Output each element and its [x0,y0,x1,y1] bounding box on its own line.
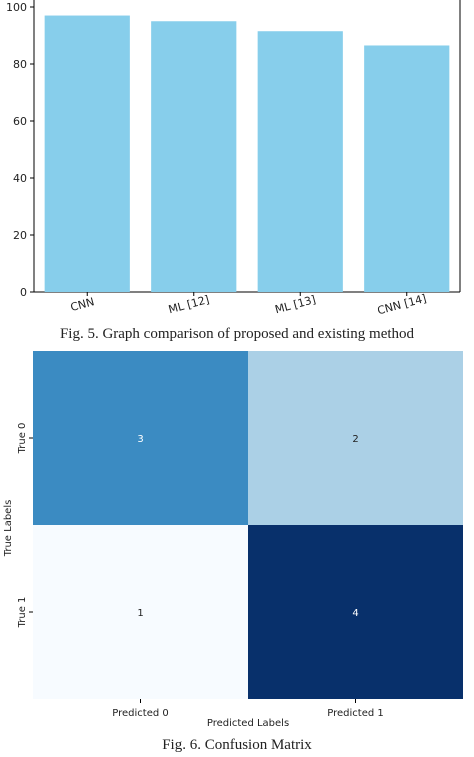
y-tick-label: True 1 [17,597,28,629]
x-tick-label: ML [13] [274,293,318,316]
y-tick-label: 60 [13,115,27,128]
heatmap-cell [33,525,248,699]
y-tick-label: 40 [13,172,27,185]
cell-value: 4 [352,608,358,619]
bar [257,31,343,292]
x-axis-label: Predicted Labels [207,718,289,729]
x-tick-label: CNN [69,295,96,314]
y-tick-label: 0 [20,286,27,299]
bar-chart: 0 20 40 60 80 100 CNN ML [12] ML [13] CNN [14] [6,0,461,318]
x-tick-label: ML [12] [167,293,211,316]
y-axis-label: True Labels [3,500,14,558]
heatmap-cell [33,351,248,525]
cell-value: 3 [137,434,143,445]
y-tick-label: 80 [13,58,27,71]
bar [151,21,237,292]
x-tick-label: CNN [14] [376,292,428,318]
cell-value: 1 [137,608,143,619]
y-tick-label: True 0 [17,423,28,455]
figure-6-caption: Fig. 6. Confusion Matrix [162,737,312,753]
y-tick-label: 100 [6,1,27,14]
heatmap-cell [248,525,463,699]
y-tick-label: 20 [13,229,27,242]
bar [364,45,450,292]
cell-value: 2 [352,434,358,445]
x-tick-label: Predicted 0 [112,708,168,719]
x-tick-label: Predicted 1 [327,708,383,719]
bar [44,15,130,293]
heatmap-cell [248,351,463,525]
figure-5-caption: Fig. 5. Graph comparison of proposed and… [59,326,415,342]
